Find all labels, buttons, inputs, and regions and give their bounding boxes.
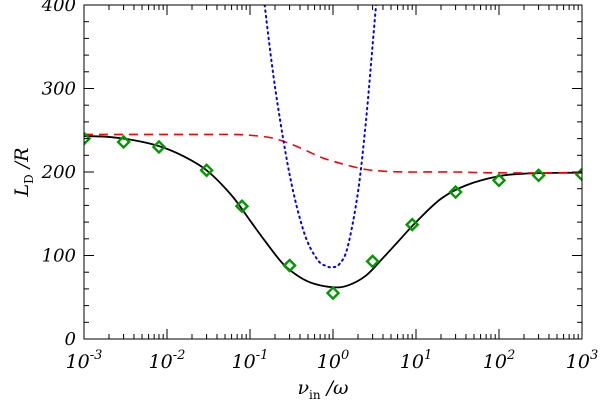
diamond-marker [491, 173, 507, 188]
y-tick-label: 400 [41, 0, 76, 16]
diamond-marker [234, 199, 250, 214]
diamond-marker [116, 134, 131, 150]
diamond-marker [151, 139, 167, 155]
diamond-marker [405, 217, 420, 232]
x-tick-label: 102 [483, 348, 515, 373]
x-tick-label: 100 [317, 348, 349, 373]
dashed-curve [84, 133, 582, 174]
x-tick-label: 10-3 [66, 348, 103, 373]
y-axis-title: LD /R [11, 148, 36, 198]
y-tick-label: 0 [65, 329, 76, 350]
labels-layer: 10-3 10-2 10-1 100 101 102 103 0 100 200 300 400 νin… [11, 0, 598, 400]
series-layer [84, 5, 582, 301]
diamond-marker [325, 285, 341, 301]
marker-series [84, 131, 582, 301]
axes-layer [83, 4, 583, 340]
diamond-marker [84, 131, 92, 146]
diamond-marker [448, 184, 463, 200]
solid-curve [84, 135, 582, 289]
x-tick-label: 10-1 [232, 348, 269, 373]
dotted-curve [263, 5, 378, 269]
x-axis-title: νin /ω [297, 377, 348, 400]
diamond-marker [531, 168, 546, 183]
y-tick-label: 200 [41, 162, 76, 183]
diamond-marker [199, 163, 214, 178]
x-tick-label: 101 [400, 348, 432, 373]
diamond-marker [282, 258, 297, 273]
y-tick-label: 100 [42, 246, 76, 267]
diamond-marker [574, 167, 582, 182]
x-tick-label: 103 [566, 348, 598, 373]
x-tick-label: 10-2 [149, 348, 186, 373]
diamond-marker [365, 254, 380, 269]
y-tick-label: 300 [42, 79, 76, 100]
